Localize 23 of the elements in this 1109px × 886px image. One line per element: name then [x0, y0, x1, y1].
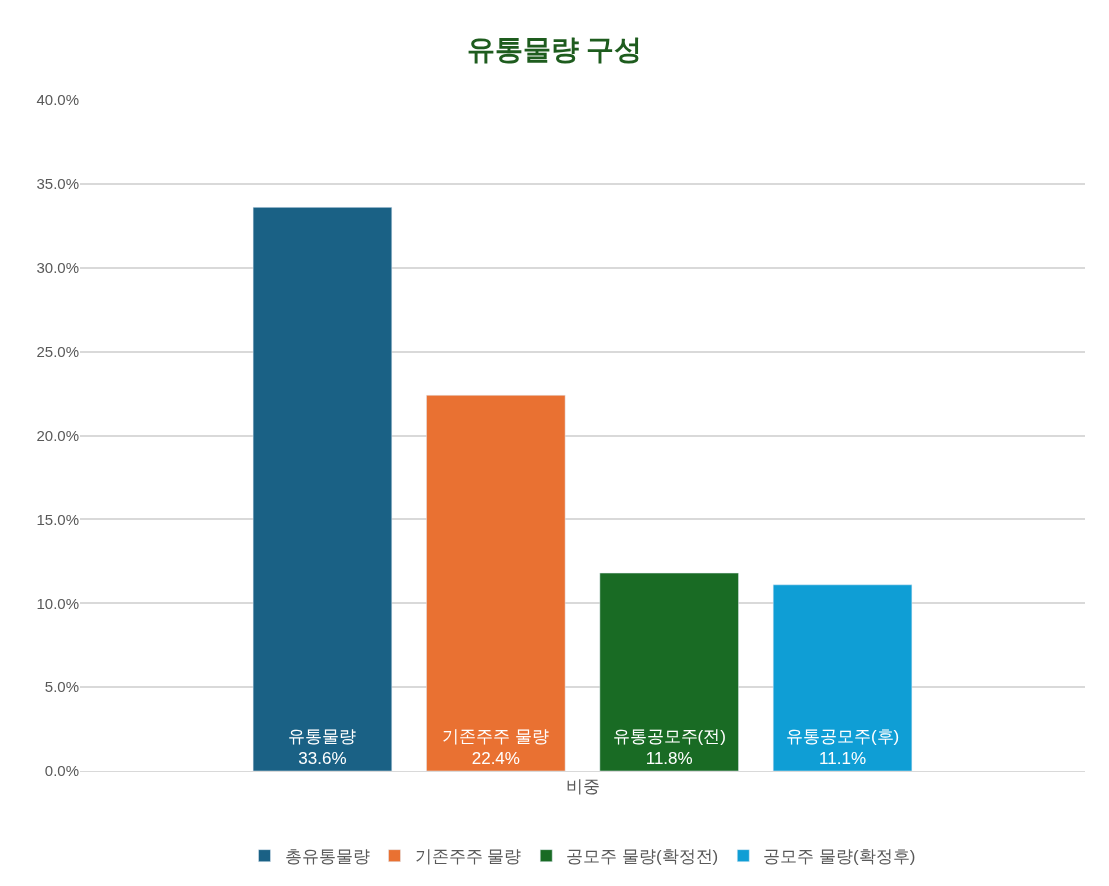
- data-label: 유통물량 33.6%: [288, 726, 357, 768]
- legend-label: 공모주 물량(확정전): [566, 847, 719, 867]
- x-tick-label: 비중: [565, 777, 600, 797]
- y-tick-label: 0.0%: [44, 762, 79, 780]
- data-label: 유통공모주(후) 11.1%: [785, 726, 900, 768]
- bar: [599, 572, 739, 771]
- y-tick-label: 10.0%: [36, 594, 79, 612]
- bar: [426, 394, 566, 771]
- y-tick-label: 25.0%: [36, 342, 79, 360]
- y-tick-label: 30.0%: [36, 259, 79, 276]
- bar: [252, 207, 393, 771]
- y-tick-label: 15.0%: [36, 510, 79, 528]
- bar: [772, 584, 913, 771]
- y-tick-label: 35.0%: [36, 175, 79, 193]
- y-tick-label: 5.0%: [44, 678, 79, 696]
- chart-title: 유통물량 구성: [466, 34, 643, 66]
- y-tick-label: 20.0%: [36, 426, 79, 444]
- data-label: 기존주주 물량 22.4%: [442, 726, 550, 768]
- legend-label: 총유통물량: [284, 847, 370, 867]
- data-label: 유통공모주(전) 11.8%: [612, 726, 726, 768]
- legend-label: 공모주 물량(확정후): [763, 847, 916, 867]
- legend-label: 기존주주 물량: [414, 847, 522, 867]
- y-tick-label: 40.0%: [36, 91, 79, 109]
